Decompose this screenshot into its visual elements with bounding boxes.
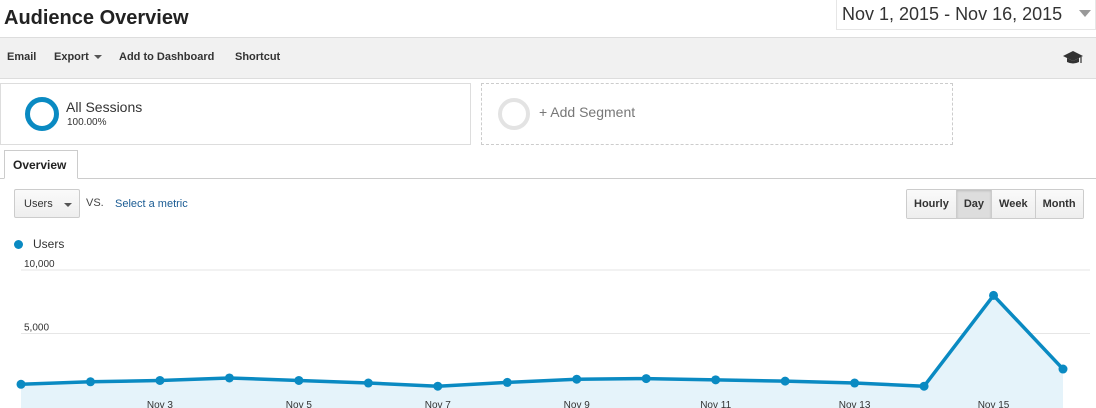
data-point[interactable] [224,373,234,383]
add-segment-label: + Add Segment [539,104,636,120]
tab-overview[interactable]: Overview [4,150,78,179]
x-tick-label: Nov 13 [839,400,871,408]
period-week-button[interactable]: Week [991,190,1035,218]
tab-divider [0,178,1096,179]
date-range-text: Nov 1, 2015 - Nov 16, 2015 [842,4,1063,24]
data-point[interactable] [641,374,651,384]
add-segment-button[interactable]: + Add Segment [481,83,953,145]
select-metric-link[interactable]: Select a metric [115,198,188,210]
data-point[interactable] [850,378,860,388]
y-tick-label: 5,000 [24,323,49,334]
data-point[interactable] [780,376,790,386]
data-point[interactable] [989,290,999,300]
x-tick-label: Nov 9 [564,400,591,408]
chevron-down-icon [64,203,72,207]
x-tick-label: Nov 5 [286,400,313,408]
legend-label-users: Users [33,237,65,251]
data-point[interactable] [711,375,721,385]
x-tick-label: Nov 11 [700,400,731,408]
segment-name: All Sessions [66,99,143,115]
segment-placeholder-ring-icon [498,98,530,130]
metric-dropdown-label: Users [24,198,53,210]
data-point[interactable] [572,374,582,384]
series-area-users [21,295,1063,408]
x-tick-label: Nov 7 [425,400,452,408]
data-point[interactable] [433,381,443,391]
period-month-button[interactable]: Month [1034,190,1083,218]
data-point[interactable] [363,378,373,388]
shortcut-button[interactable]: Shortcut [235,51,281,63]
series-line-users [20,293,1065,388]
segment-percent: 100.00% [67,117,107,128]
data-point[interactable] [919,381,929,391]
data-point[interactable] [294,375,304,385]
period-day-button[interactable]: Day [955,190,992,218]
vs-label: VS. [86,197,104,209]
chart-legend: Users [14,237,64,251]
export-button[interactable]: Export [54,51,102,63]
segment-ring-icon [25,97,59,131]
users-line-chart: 10,000 5,000 Nov 3 Nov 5 Nov 7 Nov 9 Nov 11 Nov… [16,259,1090,408]
x-tick-label: Nov 15 [978,400,1010,408]
x-tick-label: Nov 3 [147,400,174,408]
chevron-down-icon[interactable] [1079,10,1091,17]
report-toolbar: Email Export Add to Dashboard Shortcut [0,37,1096,79]
graduation-cap-icon[interactable] [1062,49,1084,67]
date-range-picker[interactable]: Nov 1, 2015 - Nov 16, 2015 [836,0,1096,30]
data-point[interactable] [502,377,512,387]
period-hourly-button[interactable]: Hourly [907,190,956,218]
chevron-down-icon [93,55,102,60]
period-selector: Hourly Day Week Month [906,189,1084,219]
export-label: Export [54,51,89,63]
page-title: Audience Overview [4,7,189,29]
add-to-dashboard-button[interactable]: Add to Dashboard [119,51,215,63]
metric-dropdown[interactable]: Users [14,189,80,218]
y-tick-label: 10,000 [24,259,55,270]
data-point[interactable] [155,375,165,385]
email-button[interactable]: Email [7,51,37,63]
data-point[interactable] [1058,364,1068,374]
data-point[interactable] [16,379,26,389]
tab-overview-label: Overview [13,158,67,172]
data-point[interactable] [85,377,95,387]
legend-dot-icon [14,239,23,249]
segment-all-sessions[interactable]: All Sessions 100.00% [0,83,471,145]
